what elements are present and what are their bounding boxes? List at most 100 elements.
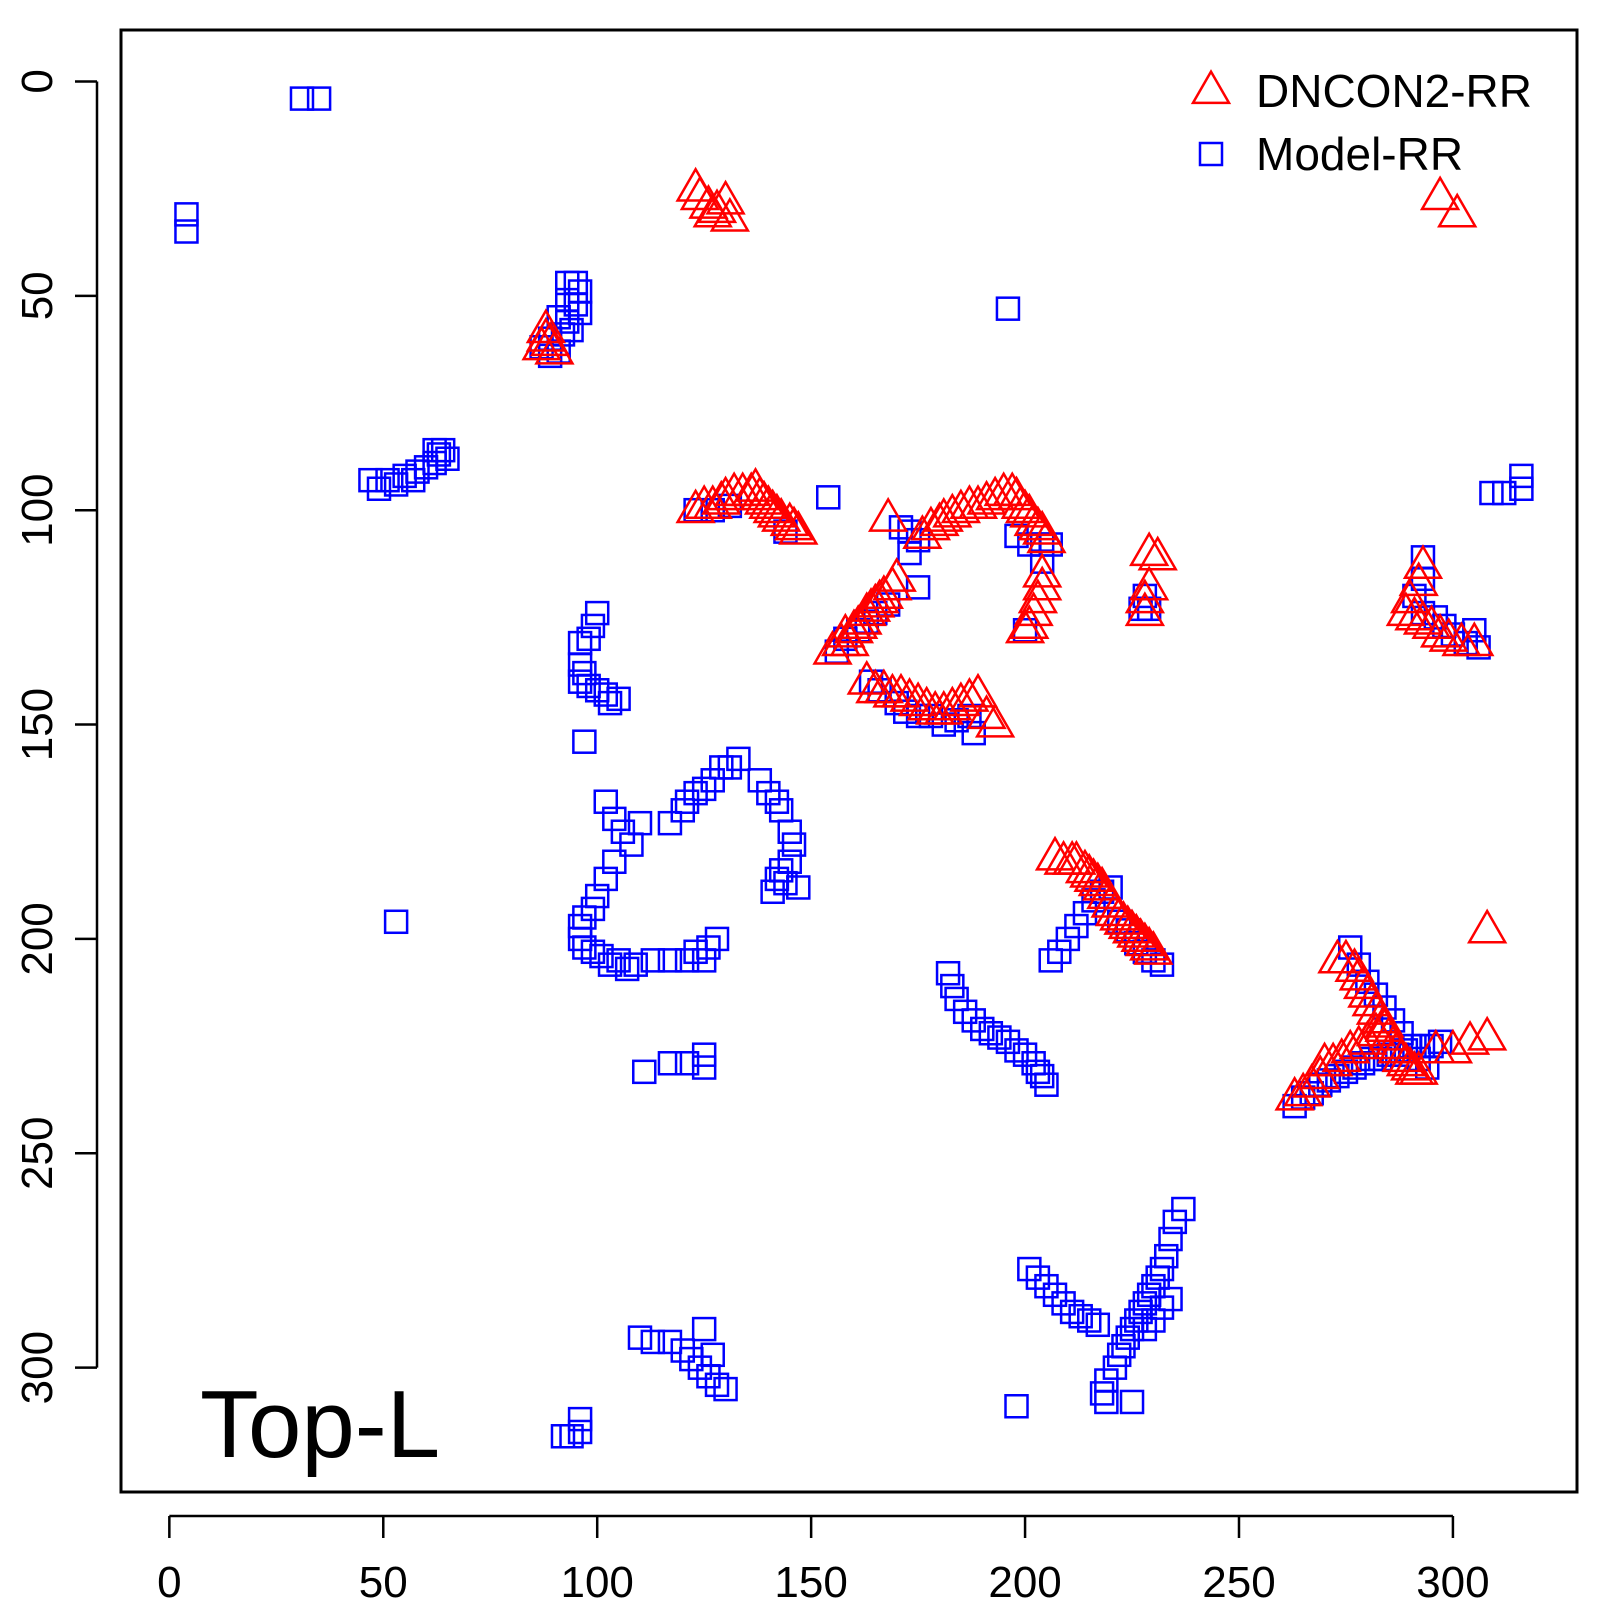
data-point-square xyxy=(995,296,1021,321)
data-point-triangle xyxy=(1000,484,1041,519)
y-tick-label: 300 xyxy=(13,1331,62,1404)
data-point-triangle xyxy=(1402,544,1444,580)
data-point-square xyxy=(623,952,648,977)
data-point-triangle xyxy=(1364,1002,1405,1038)
data-point-triangle xyxy=(876,556,917,592)
data-point-square xyxy=(696,935,721,960)
data-point-square xyxy=(1132,1316,1158,1342)
data-point-square xyxy=(584,600,610,626)
data-point-square xyxy=(1029,1063,1055,1089)
data-point-square xyxy=(1004,1038,1029,1063)
data-point-square xyxy=(1051,1291,1076,1316)
data-point-square xyxy=(1158,1286,1183,1312)
data-point-triangle xyxy=(743,479,785,515)
data-point-square xyxy=(1034,1072,1059,1097)
data-point-square xyxy=(593,789,619,814)
data-point-triangle xyxy=(1111,908,1153,944)
data-point-square xyxy=(1124,1308,1149,1333)
data-point-square xyxy=(627,1325,653,1350)
data-point-square xyxy=(576,673,601,699)
data-point-triangle xyxy=(1107,904,1148,940)
data-point-square xyxy=(430,437,456,463)
data-point-square xyxy=(1068,1303,1093,1329)
data-point-square xyxy=(709,755,734,780)
data-point-triangle xyxy=(1385,591,1427,627)
data-point-square xyxy=(674,948,700,973)
data-point-triangle xyxy=(1034,835,1076,871)
data-point-triangle xyxy=(1321,1037,1362,1073)
data-point-square xyxy=(597,690,623,716)
data-point-square xyxy=(567,669,593,694)
data-point-triangle xyxy=(679,175,721,211)
data-point-square xyxy=(700,1342,725,1368)
data-point-square xyxy=(640,948,666,973)
data-point-triangle xyxy=(1419,175,1461,211)
data-point-square xyxy=(970,1016,995,1042)
data-point-triangle xyxy=(1120,917,1161,953)
y-tick-label: 0 xyxy=(13,69,62,93)
data-point-square xyxy=(657,1051,683,1076)
data-point-square xyxy=(435,446,460,471)
y-axis: 0 50 100 150 200 250 300 xyxy=(13,69,99,1404)
data-point-square xyxy=(1102,1355,1128,1380)
data-point-square xyxy=(1072,900,1098,926)
data-point-square xyxy=(1466,635,1491,660)
plot-frame xyxy=(119,28,1579,1494)
data-point-square xyxy=(1038,948,1063,973)
data-point-triangle xyxy=(1094,891,1136,927)
data-point-square xyxy=(1162,1209,1188,1235)
data-point-triangle xyxy=(1437,192,1478,228)
data-point-triangle xyxy=(1449,1019,1491,1055)
data-point-square xyxy=(584,883,610,909)
data-point-square xyxy=(1342,1055,1367,1080)
data-point-triangle xyxy=(940,488,982,524)
data-point-square xyxy=(606,686,631,712)
data-point-square xyxy=(602,806,627,832)
data-point-triangle xyxy=(1283,1071,1324,1107)
data-point-triangle xyxy=(1466,1015,1508,1051)
data-point-triangle xyxy=(897,681,939,717)
data-point-triangle xyxy=(1411,604,1452,640)
data-point-triangle xyxy=(850,586,892,622)
data-point-square xyxy=(696,1363,721,1389)
data-point-triangle xyxy=(748,484,789,519)
data-point-triangle xyxy=(1064,848,1106,884)
data-point-square xyxy=(1132,1291,1158,1316)
x-tick-label: 150 xyxy=(774,1558,847,1600)
data-point-triangle xyxy=(855,582,896,618)
data-point-triangle xyxy=(966,694,1007,730)
x-tick-label: 200 xyxy=(988,1558,1061,1600)
data-point-triangle xyxy=(1330,1028,1371,1064)
data-point-triangle xyxy=(534,329,575,365)
legend-label: DNCON2-RR xyxy=(1256,65,1532,117)
data-point-square xyxy=(572,935,597,960)
data-point-triangle xyxy=(701,479,742,515)
data-point-triangle xyxy=(902,514,943,550)
data-point-square xyxy=(1094,1389,1119,1415)
data-point-square xyxy=(691,776,717,802)
data-point-square xyxy=(691,948,717,973)
data-point-square xyxy=(756,780,781,806)
data-point-triangle xyxy=(1128,531,1170,567)
data-point-triangle xyxy=(1312,1041,1354,1077)
data-point-square xyxy=(559,1424,584,1449)
series-model-rr xyxy=(174,86,1534,1449)
data-point-square xyxy=(1115,1325,1140,1350)
y-tick-label: 200 xyxy=(13,902,62,975)
data-point-square xyxy=(1076,1308,1102,1333)
y-tick-label: 50 xyxy=(13,271,62,320)
data-point-square xyxy=(555,270,580,296)
data-point-square xyxy=(174,202,199,227)
data-point-triangle xyxy=(1069,852,1110,888)
data-point-square xyxy=(1106,1342,1132,1368)
data-point-triangle xyxy=(829,621,870,657)
data-point-square xyxy=(289,86,315,111)
data-point-square xyxy=(1509,463,1534,489)
data-point-square xyxy=(657,1329,683,1355)
data-point-square xyxy=(555,309,580,334)
data-point-square xyxy=(1055,926,1081,952)
data-point-triangle xyxy=(906,685,947,721)
x-axis: 0 50 100 150 200 250 300 xyxy=(157,1514,1490,1605)
data-point-square xyxy=(375,467,400,493)
data-point-square xyxy=(1064,913,1089,939)
